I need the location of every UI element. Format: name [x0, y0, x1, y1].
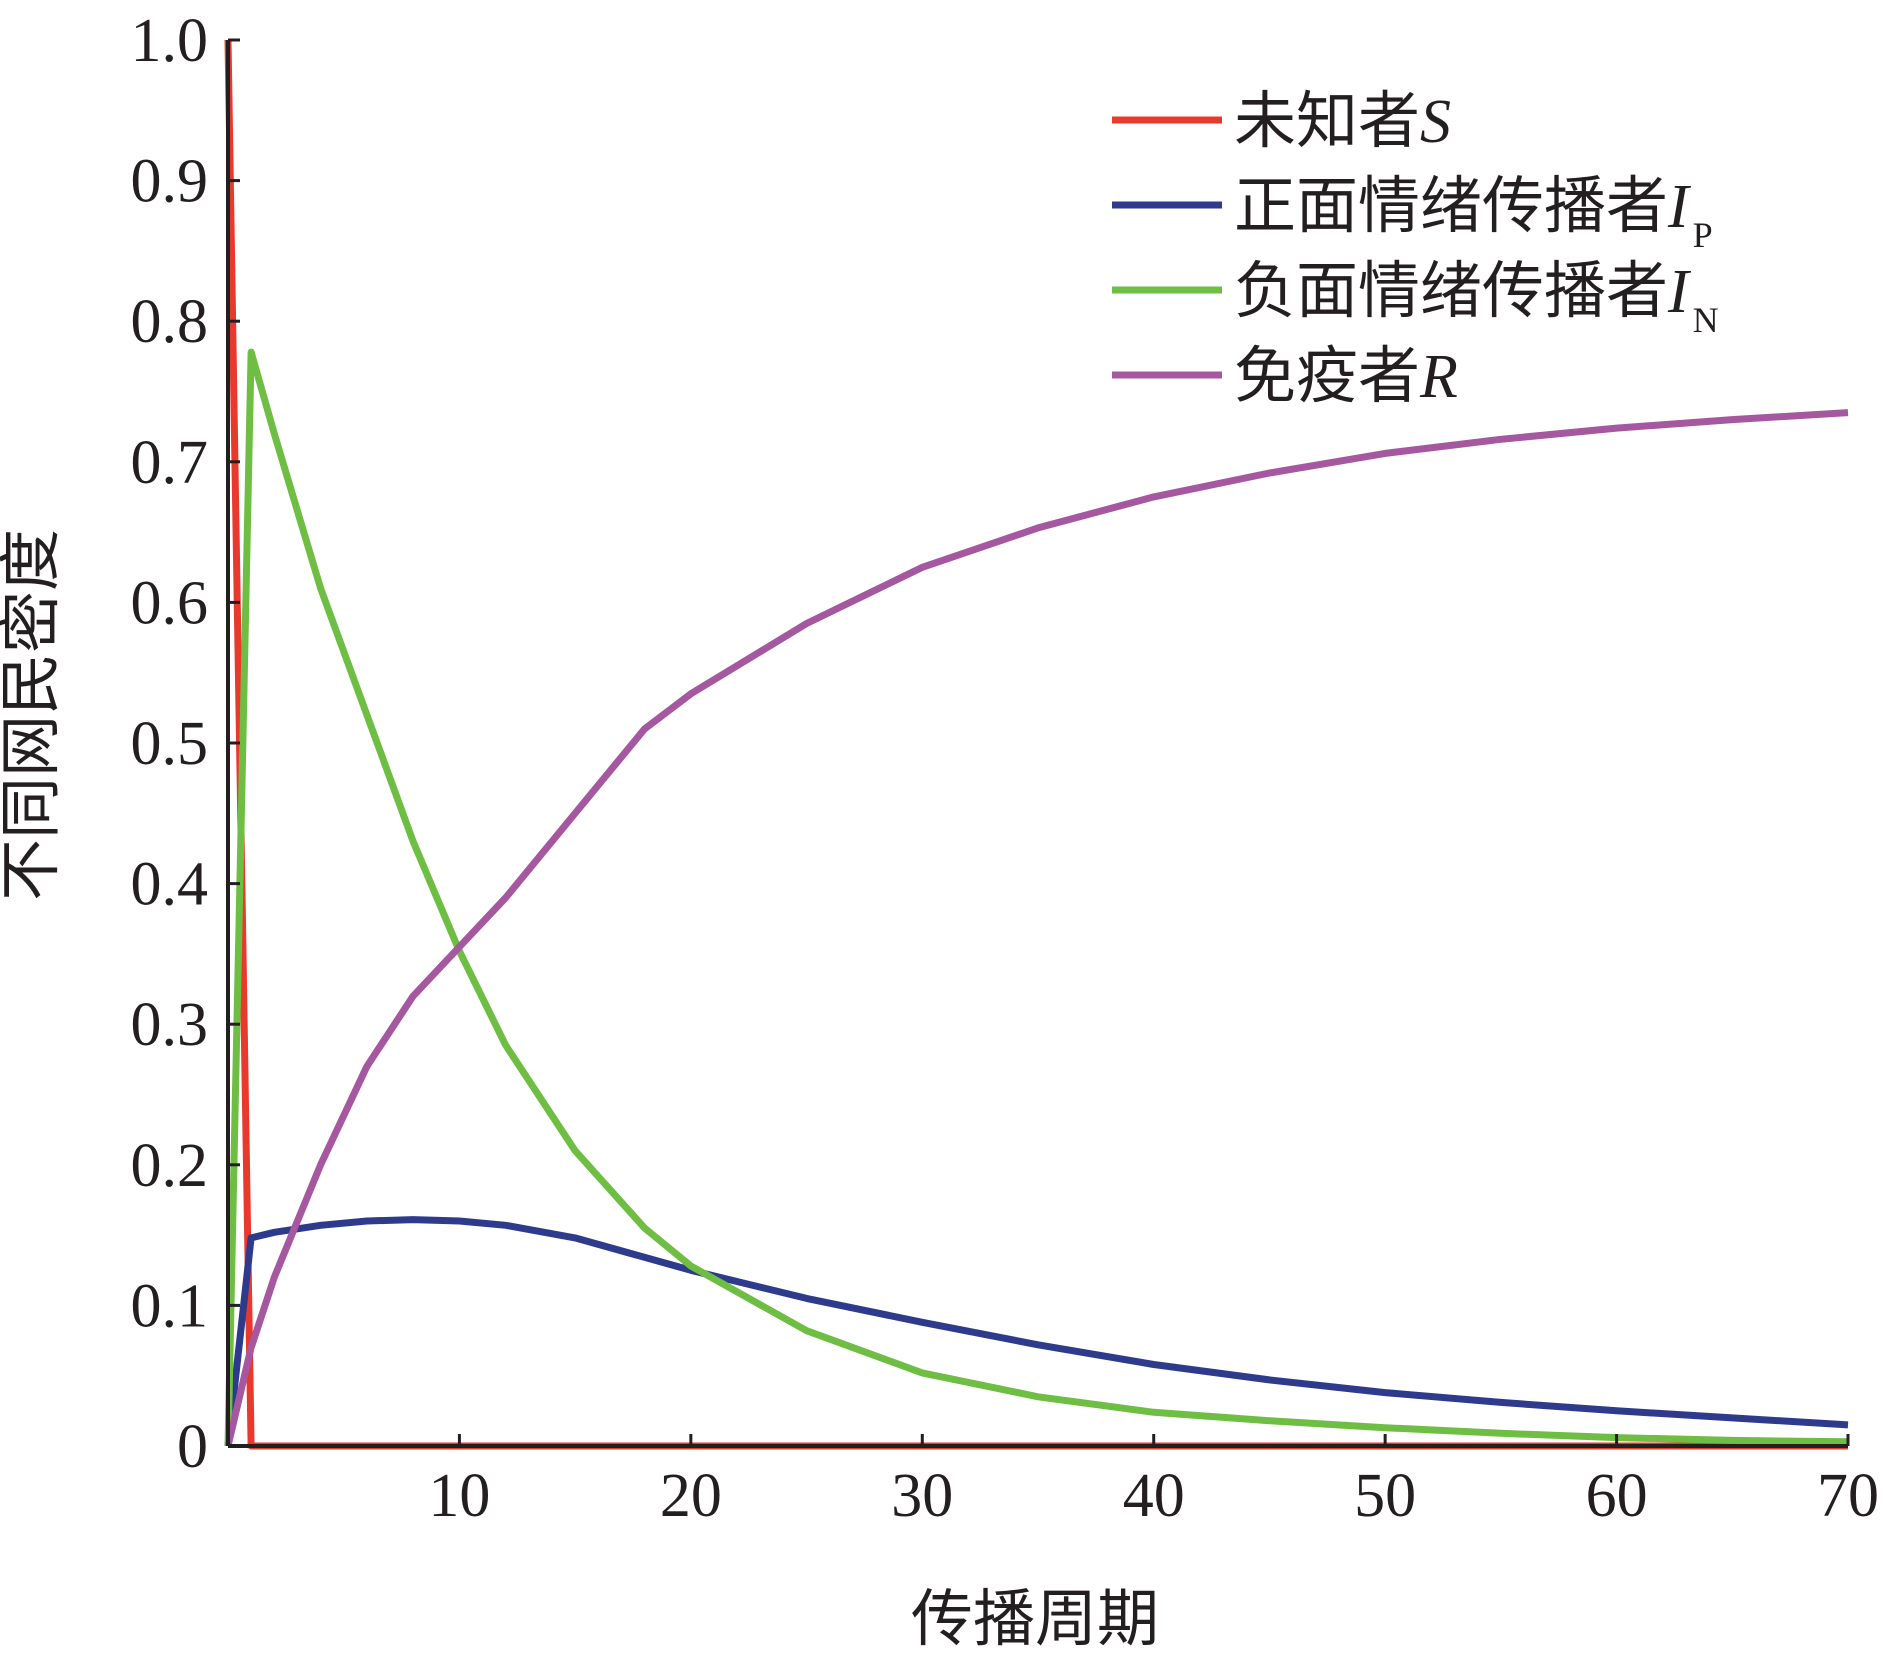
y-axis-title: 不同网民密度: [0, 529, 66, 901]
series-line-3: [224, 348, 1849, 1447]
x-tick-label: 10: [428, 1462, 490, 1530]
y-tick-label: 1.0: [131, 7, 209, 75]
series-line-1: [224, 39, 1848, 1450]
legend-label-1: 未知者S: [1234, 88, 1451, 156]
x-tick-label: 60: [1586, 1462, 1648, 1530]
y-tick-label: 0.5: [131, 710, 209, 778]
y-tick-label: 0.8: [131, 288, 209, 356]
y-tick-label: 0.2: [131, 1132, 209, 1200]
x-tick-label: 20: [660, 1462, 722, 1530]
y-tick-label: 0.9: [131, 148, 209, 216]
x-tick-label: 30: [891, 1462, 953, 1530]
legend-label-3: 负面情绪传播者I N: [1234, 258, 1719, 340]
y-tick-label: 0.7: [131, 429, 209, 497]
x-tick-label: 50: [1354, 1462, 1416, 1530]
y-tick-label: 0.4: [131, 851, 209, 919]
x-tick-label: 40: [1123, 1462, 1185, 1530]
y-tick-label: 0.6: [131, 569, 209, 637]
y-tick-label: 0: [177, 1413, 208, 1481]
series-line-2: [224, 1216, 1849, 1447]
y-tick-label: 0.1: [131, 1272, 209, 1340]
series-line-4: [224, 409, 1849, 1447]
legend-label-4: 免疫者R: [1234, 343, 1458, 411]
x-axis-title: 传播周期: [911, 1586, 1159, 1654]
axes-layer: 0 0.1 0.2 0.3 0.4 0.5 0.6 0.7 0.8 0.9 1.0 10 20 30 40 5…: [131, 7, 1880, 1530]
legend-label-2: 正面情绪传播者I P: [1234, 173, 1713, 255]
series-layer: [224, 39, 1849, 1450]
y-tick-label: 0.3: [131, 991, 209, 1059]
x-tick-label: 70: [1817, 1462, 1879, 1530]
